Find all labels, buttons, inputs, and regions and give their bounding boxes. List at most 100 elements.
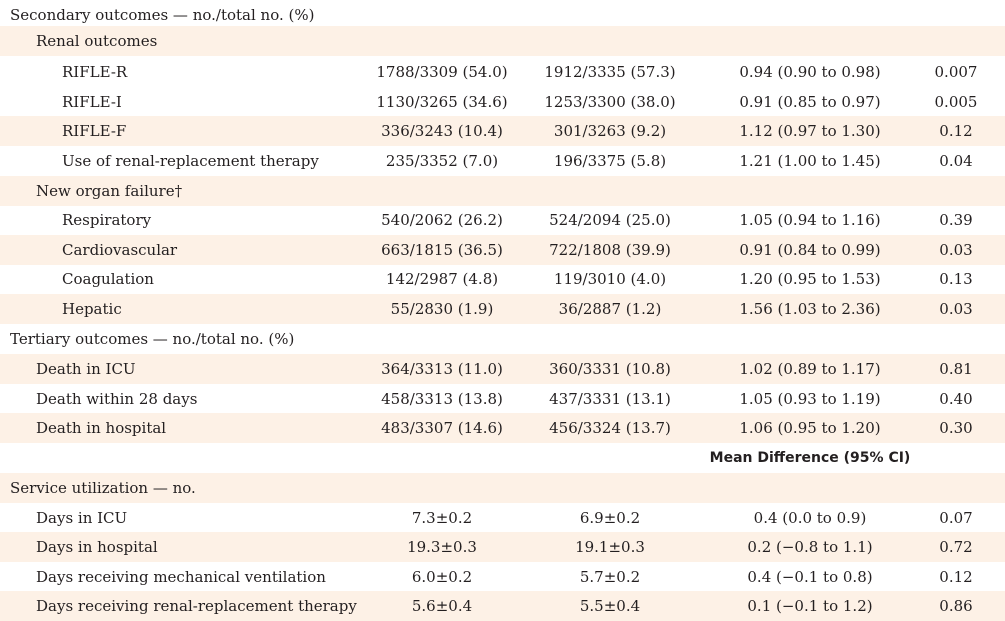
- group2-value: 360/3331 (10.8): [549, 359, 671, 378]
- table-row: Hepatic 55/2830 (1.9) 36/2887 (1.2) 1.56…: [0, 294, 1005, 324]
- p-value: 0.007: [934, 62, 978, 81]
- effect-value: 1.02 (0.89 to 1.17): [739, 359, 881, 378]
- row-label: Hepatic: [62, 299, 122, 318]
- group1-value: 1130/3265 (34.6): [376, 92, 508, 111]
- group1-value: 5.6±0.4: [411, 596, 473, 615]
- group1-value: 458/3313 (13.8): [381, 389, 503, 408]
- table-row: Days receiving renal-replacement therapy…: [0, 591, 1005, 621]
- effect-value: 0.4 (0.0 to 0.9): [753, 508, 867, 527]
- group1-value: 663/1815 (36.5): [381, 240, 503, 259]
- effect-value: 1.56 (1.03 to 2.36): [739, 299, 881, 318]
- row-label: Death in hospital: [36, 418, 167, 437]
- p-value: 0.72: [939, 537, 973, 556]
- effect-value: 1.06 (0.95 to 1.20): [739, 418, 881, 437]
- row-label: Days receiving mechanical ventilation: [36, 567, 326, 586]
- effect-value: 0.91 (0.85 to 0.97): [739, 92, 881, 111]
- table-row: Days in ICU 7.3±0.2 6.9±0.2 0.4 (0.0 to …: [0, 503, 1005, 533]
- group2-value: 5.7±0.2: [579, 567, 641, 586]
- table-row: Death within 28 days 458/3313 (13.8) 437…: [0, 384, 1005, 414]
- group2-value: 6.9±0.2: [579, 508, 641, 527]
- section-heading: Secondary outcomes — no./total no. (%): [10, 5, 315, 24]
- row-label: Coagulation: [62, 269, 154, 288]
- row-label: RIFLE-F: [62, 121, 127, 140]
- section-heading: Tertiary outcomes — no./total no. (%): [10, 329, 295, 348]
- row-label: Death in ICU: [36, 359, 136, 378]
- column-subheader-row: Mean Difference (95% CI): [0, 443, 1005, 473]
- table-row: Days receiving mechanical ventilation 6.…: [0, 562, 1005, 592]
- table-row: Respiratory 540/2062 (26.2) 524/2094 (25…: [0, 205, 1005, 235]
- table-row: RIFLE-R 1788/3309 (54.0) 1912/3335 (57.3…: [0, 57, 1005, 87]
- table-row: RIFLE-F 336/3243 (10.4) 301/3263 (9.2) 1…: [0, 116, 1005, 146]
- p-value: 0.86: [939, 596, 973, 615]
- group2-value: 19.1±0.3: [575, 537, 645, 556]
- group2-value: 524/2094 (25.0): [549, 210, 671, 229]
- table-row: Cardiovascular 663/1815 (36.5) 722/1808 …: [0, 235, 1005, 265]
- p-value: 0.03: [939, 240, 973, 259]
- p-value: 0.005: [934, 92, 978, 111]
- p-value: 0.81: [939, 359, 973, 378]
- group2-value: 5.5±0.4: [579, 596, 641, 615]
- table-row: Days in hospital 19.3±0.3 19.1±0.3 0.2 (…: [0, 532, 1005, 562]
- group2-value: 456/3324 (13.7): [549, 418, 671, 437]
- section-header-row: Tertiary outcomes — no./total no. (%): [0, 324, 1005, 354]
- group1-value: 336/3243 (10.4): [381, 121, 503, 140]
- p-value: 0.12: [939, 121, 973, 140]
- row-label: Respiratory: [62, 210, 152, 229]
- effect-value: 1.05 (0.93 to 1.19): [739, 389, 881, 408]
- table-row: Death in ICU 364/3313 (11.0) 360/3331 (1…: [0, 354, 1005, 384]
- row-label: Days in ICU: [36, 508, 128, 527]
- group1-value: 6.0±0.2: [411, 567, 473, 586]
- p-value: 0.40: [939, 389, 973, 408]
- group1-value: 19.3±0.3: [407, 537, 477, 556]
- group1-value: 142/2987 (4.8): [385, 269, 499, 288]
- subsection-header-row: New organ failure†: [0, 176, 1005, 206]
- row-label: Death within 28 days: [36, 389, 198, 408]
- p-value: 0.13: [939, 269, 973, 288]
- effect-value: 1.12 (0.97 to 1.30): [739, 121, 881, 140]
- subsection-header-row: Renal outcomes: [0, 26, 1005, 56]
- section-heading: Service utilization — no.: [10, 478, 196, 497]
- p-value: 0.12: [939, 567, 973, 586]
- group2-value: 36/2887 (1.2): [558, 299, 662, 318]
- subsection-heading: Renal outcomes: [36, 31, 158, 50]
- effect-value: 0.4 (−0.1 to 0.8): [747, 567, 873, 586]
- section-header-row: Secondary outcomes — no./total no. (%): [0, 0, 1005, 30]
- p-value: 0.03: [939, 299, 973, 318]
- table-row: Coagulation 142/2987 (4.8) 119/3010 (4.0…: [0, 264, 1005, 294]
- table-row: Use of renal-replacement therapy 235/335…: [0, 146, 1005, 176]
- group1-value: 540/2062 (26.2): [381, 210, 503, 229]
- subsection-heading: New organ failure†: [36, 181, 183, 200]
- effect-value: 1.05 (0.94 to 1.16): [739, 210, 881, 229]
- row-label: RIFLE-R: [62, 62, 128, 81]
- group2-value: 196/3375 (5.8): [553, 151, 667, 170]
- p-value: 0.04: [939, 151, 973, 170]
- group1-value: 55/2830 (1.9): [390, 299, 494, 318]
- group2-value: 1912/3335 (57.3): [544, 62, 676, 81]
- group1-value: 364/3313 (11.0): [381, 359, 503, 378]
- row-label: RIFLE-I: [62, 92, 122, 111]
- group2-value: 301/3263 (9.2): [553, 121, 667, 140]
- group2-value: 1253/3300 (38.0): [544, 92, 676, 111]
- mean-difference-header: Mean Difference (95% CI): [709, 449, 911, 466]
- row-label: Cardiovascular: [62, 240, 178, 259]
- table-row: Death in hospital 483/3307 (14.6) 456/33…: [0, 413, 1005, 443]
- section-header-row: Service utilization — no.: [0, 473, 1005, 503]
- row-label: Days in hospital: [36, 537, 158, 556]
- effect-value: 0.94 (0.90 to 0.98): [739, 62, 881, 81]
- effect-value: 0.91 (0.84 to 0.99): [739, 240, 881, 259]
- effect-value: 0.1 (−0.1 to 1.2): [747, 596, 873, 615]
- group1-value: 483/3307 (14.6): [381, 418, 503, 437]
- table-row: RIFLE-I 1130/3265 (34.6) 1253/3300 (38.0…: [0, 87, 1005, 117]
- group1-value: 235/3352 (7.0): [385, 151, 499, 170]
- effect-value: 0.2 (−0.8 to 1.1): [747, 537, 873, 556]
- group2-value: 119/3010 (4.0): [553, 269, 667, 288]
- row-label: Use of renal-replacement therapy: [62, 151, 319, 170]
- p-value: 0.30: [939, 418, 973, 437]
- group1-value: 7.3±0.2: [411, 508, 473, 527]
- p-value: 0.39: [939, 210, 973, 229]
- effect-value: 1.21 (1.00 to 1.45): [739, 151, 881, 170]
- effect-value: 1.20 (0.95 to 1.53): [739, 269, 881, 288]
- group2-value: 722/1808 (39.9): [549, 240, 671, 259]
- group2-value: 437/3331 (13.1): [549, 389, 671, 408]
